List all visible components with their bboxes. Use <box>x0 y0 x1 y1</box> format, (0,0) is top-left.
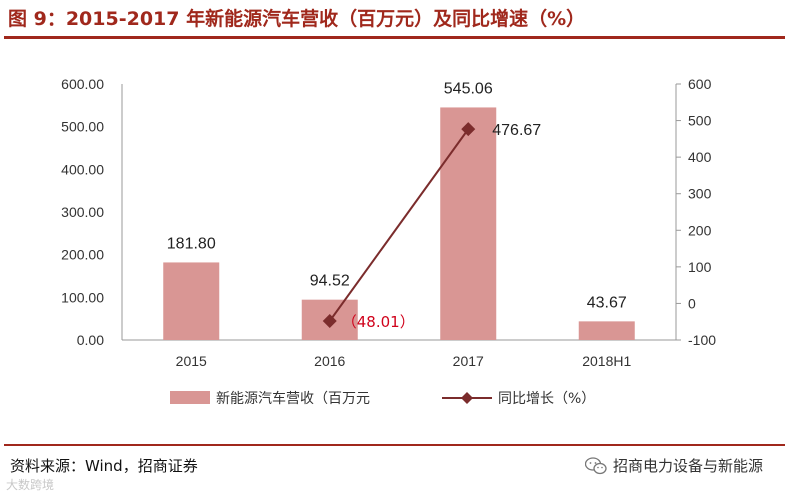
right-tick-label: 200 <box>688 222 712 238</box>
legend: 新能源汽车营收（百万元 同比增长（%） <box>170 390 595 407</box>
category-label: 2018H1 <box>582 353 631 369</box>
growth-marker <box>322 313 337 328</box>
legend-bar-swatch <box>170 391 210 404</box>
brand-text: 招商电力设备与新能源 <box>612 457 763 475</box>
left-axis: 0.00 100.00 200.00 300.00 400.00 500.00 600.00 <box>61 76 676 348</box>
left-tick-label: 400.00 <box>61 161 104 177</box>
bar-series: 181.80 94.52 545.06 43.67 <box>163 80 635 340</box>
growth-line <box>328 128 470 322</box>
category-labels: 2015 2016 2017 2018H1 <box>176 353 632 369</box>
watermark-text: 大数跨境 <box>6 478 55 492</box>
left-tick-label: 200.00 <box>61 247 104 263</box>
bar <box>440 107 497 340</box>
left-tick-label: 100.00 <box>61 289 104 305</box>
bar-value-label: 43.67 <box>587 294 627 311</box>
bar-value-label: 545.06 <box>444 80 493 97</box>
legend-line-marker <box>461 392 473 404</box>
right-tick-label: -100 <box>688 332 716 348</box>
brand-label: 招商电力设备与新能源 <box>584 455 763 476</box>
right-tick-label: 500 <box>688 113 712 129</box>
right-tick-label: 400 <box>688 149 712 165</box>
bar-value-label: 181.80 <box>167 235 216 252</box>
right-tick-label: 0 <box>688 295 696 311</box>
figure-title: 图 9：2015-2017 年新能源汽车营收（百万元）及同比增速（%） <box>8 8 586 30</box>
title-rule <box>4 36 785 39</box>
bar-value-label: 94.52 <box>310 273 350 290</box>
category-label: 2017 <box>453 353 484 369</box>
legend-line-label: 同比增长（%） <box>498 391 595 407</box>
line-series: （48.01） 476.67 <box>322 122 541 331</box>
growth-value-label: （48.01） <box>342 313 415 331</box>
right-tick-label: 300 <box>688 186 712 202</box>
bar <box>578 321 635 340</box>
watermark: 大数跨境 <box>6 476 54 493</box>
revenue-growth-chart: 0.00 100.00 200.00 300.00 400.00 500.00 600.00… <box>61 76 716 407</box>
growth-value-label: 476.67 <box>492 122 541 139</box>
category-label: 2015 <box>176 353 207 369</box>
left-tick-label: 0.00 <box>77 332 104 348</box>
right-tick-label: 100 <box>688 259 712 275</box>
wechat-icon <box>584 456 607 474</box>
legend-bar-label: 新能源汽车营收（百万元 <box>216 390 370 407</box>
bar <box>163 262 220 340</box>
right-axis: -100 0 100 200 300 400 500 600 <box>675 76 716 348</box>
source-note: 资料来源：Wind，招商证券 <box>10 457 198 475</box>
left-tick-label: 300.00 <box>61 204 104 220</box>
growth-marker <box>461 122 476 137</box>
left-tick-label: 500.00 <box>61 119 104 135</box>
category-label: 2016 <box>314 353 345 369</box>
source-rule <box>4 444 785 446</box>
left-tick-label: 600.00 <box>61 76 104 92</box>
right-tick-label: 600 <box>688 76 712 92</box>
